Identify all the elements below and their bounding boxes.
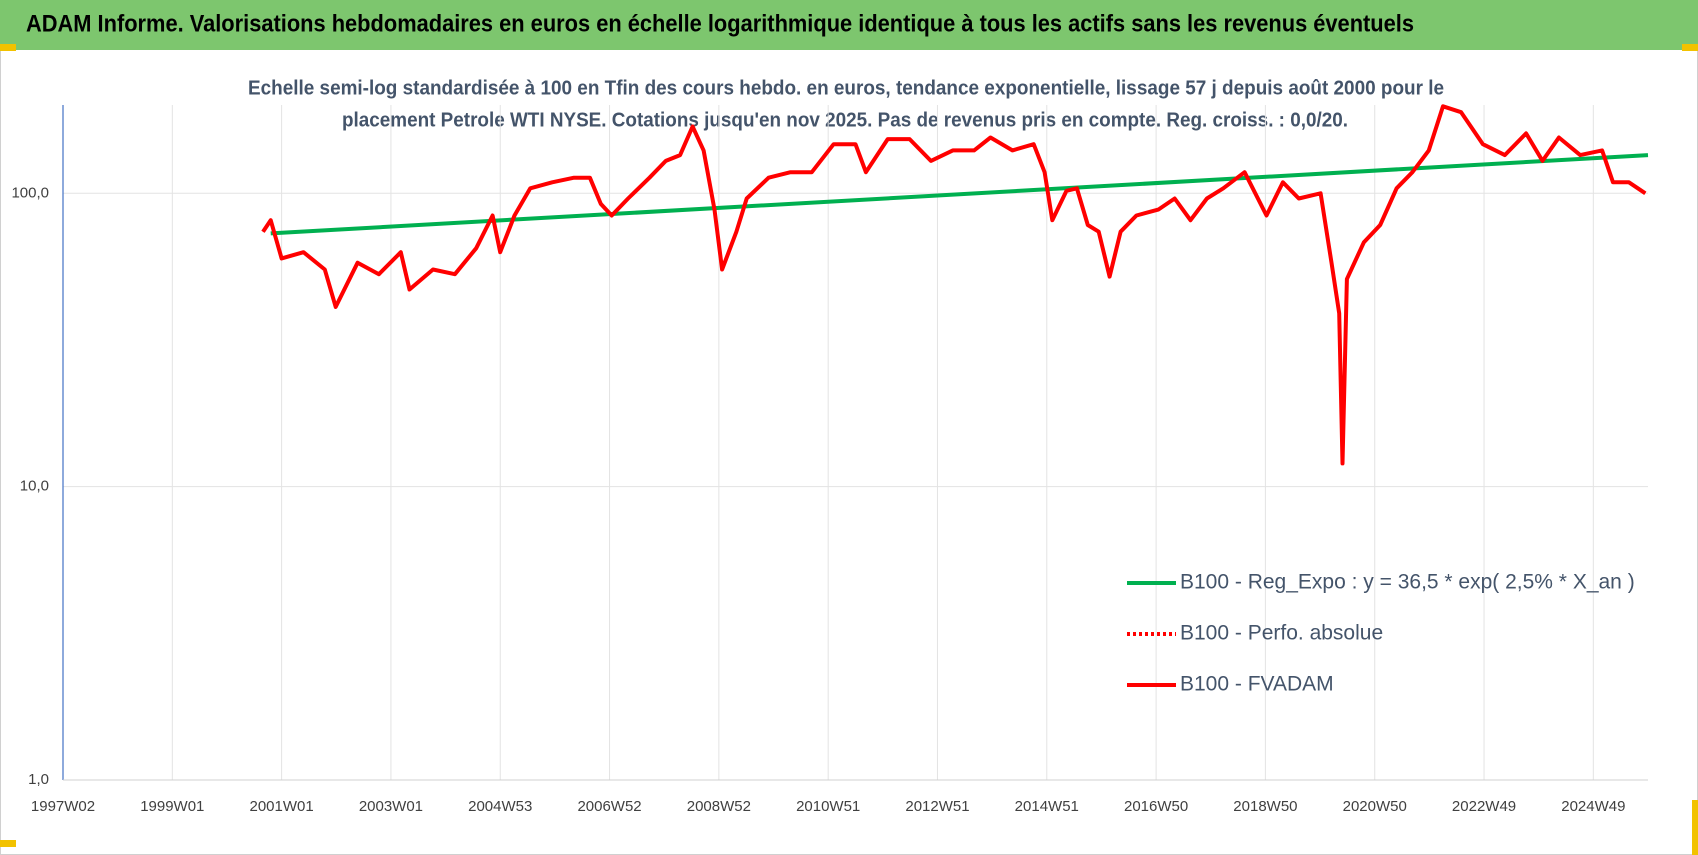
- x-tick-label: 2022W49: [1452, 798, 1516, 815]
- x-tick-label: 2012W51: [905, 798, 969, 815]
- chart-subtitle: placement Petrole WTI NYSE. Cotations ju…: [342, 109, 1348, 131]
- legend-label: B100 - Reg_Expo : y = 36,5 * exp( 2,5% *…: [1180, 571, 1635, 594]
- y-tick-label: 10,0: [20, 478, 49, 495]
- x-tick-label: 1997W02: [31, 798, 95, 815]
- x-tick-label: 2008W52: [687, 798, 751, 815]
- legend-label: B100 - Perfo. absolue: [1180, 622, 1383, 645]
- x-tick-label: 2004W53: [468, 798, 532, 815]
- x-tick-label: 2001W01: [250, 798, 314, 815]
- chart-subtitle: Echelle semi-log standardisée à 100 en T…: [248, 77, 1444, 99]
- x-tick-label: 2010W51: [796, 798, 860, 815]
- y-tick-label: 1,0: [28, 771, 49, 788]
- legend: B100 - Reg_Expo : y = 36,5 * exp( 2,5% *…: [1127, 571, 1635, 696]
- x-tick-label: 2018W50: [1233, 798, 1297, 815]
- x-tick-label: 2020W50: [1343, 798, 1407, 815]
- x-tick-label: 2024W49: [1561, 798, 1625, 815]
- x-tick-label: 2006W52: [577, 798, 641, 815]
- corner-mark: [1692, 800, 1698, 855]
- x-tick-label: 2016W50: [1124, 798, 1188, 815]
- header-bar: [0, 0, 1698, 50]
- y-tick-label: 100,0: [11, 184, 49, 201]
- series-line: [261, 104, 1647, 466]
- corner-mark: [0, 840, 16, 847]
- legend-label: B100 - FVADAM: [1180, 673, 1334, 696]
- chart-title: ADAM Informe. Valorisations hebdomadaire…: [26, 10, 1414, 37]
- series-line: [270, 153, 1649, 236]
- x-tick-label: 2003W01: [359, 798, 423, 815]
- plot-area: 1997W02 1999W01 2001W01 2003W01 2004W53 2006W…: [11, 104, 1649, 815]
- x-tick-label: 2014W51: [1015, 798, 1079, 815]
- corner-mark: [0, 44, 16, 51]
- corner-mark: [1682, 44, 1698, 51]
- x-tick-label: 1999W01: [140, 798, 204, 815]
